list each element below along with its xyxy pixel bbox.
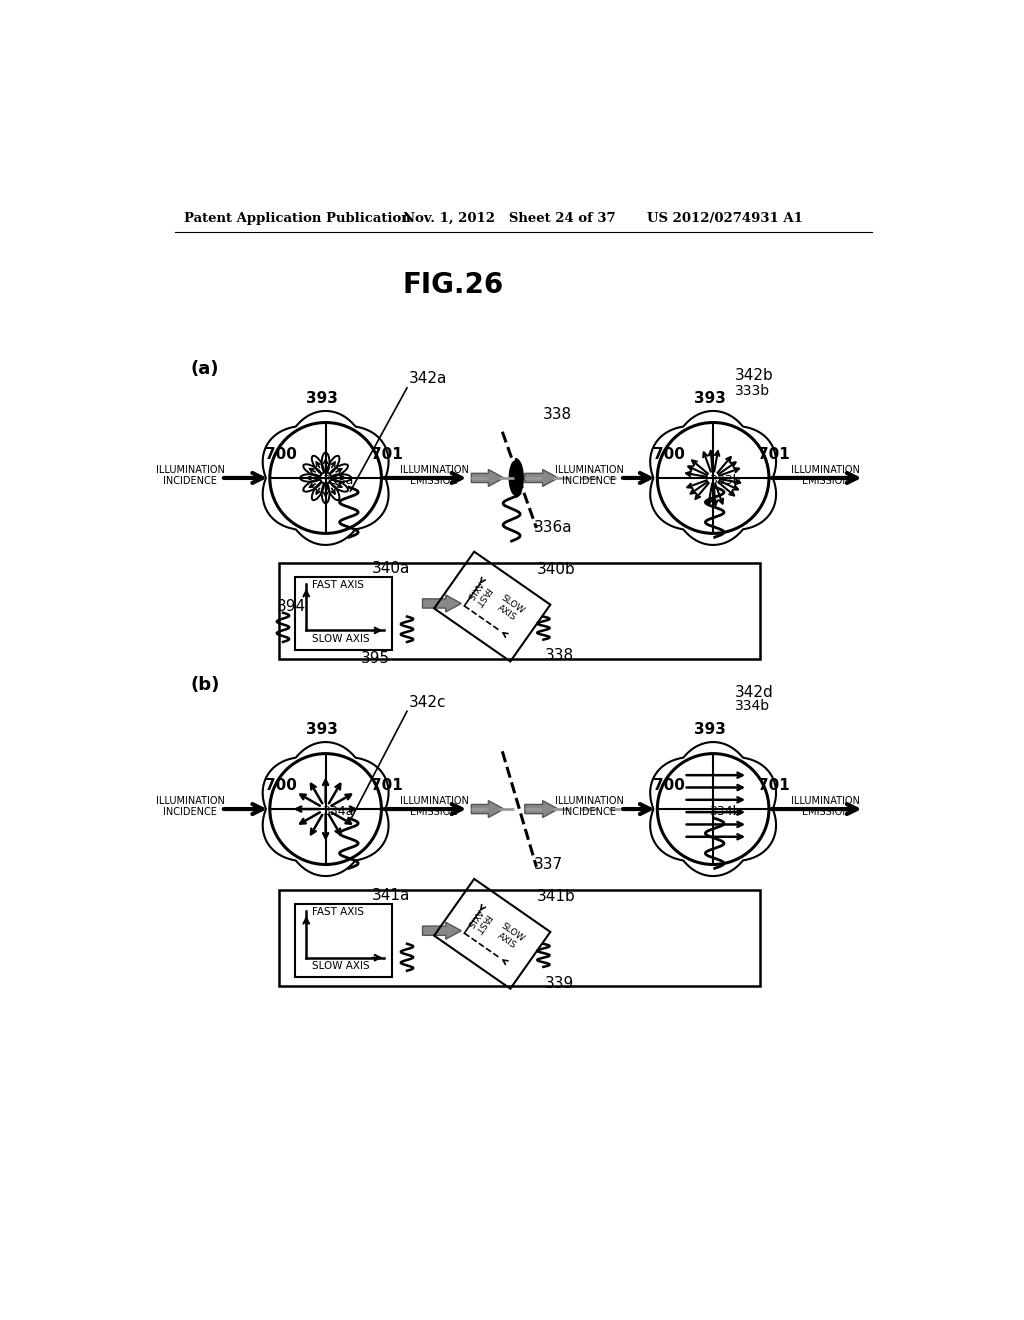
Text: 395: 395 <box>360 651 389 665</box>
Polygon shape <box>524 800 558 817</box>
Text: ILLUMINATION
EMISSION: ILLUMINATION EMISSION <box>399 465 469 486</box>
Text: 337: 337 <box>534 857 562 873</box>
Text: 338: 338 <box>545 648 574 664</box>
Polygon shape <box>471 800 504 817</box>
Bar <box>295 577 391 649</box>
Text: 333b: 333b <box>735 384 770 397</box>
Text: 336a: 336a <box>534 520 572 535</box>
Text: 340b: 340b <box>538 562 575 577</box>
Text: 342b: 342b <box>735 368 773 383</box>
Text: FAST
AXIS: FAST AXIS <box>464 906 493 935</box>
Text: 334a: 334a <box>322 805 353 818</box>
Text: 341a: 341a <box>372 888 411 903</box>
Text: (b): (b) <box>190 676 219 694</box>
Text: 340a: 340a <box>372 561 411 576</box>
Text: Nov. 1, 2012   Sheet 24 of 37: Nov. 1, 2012 Sheet 24 of 37 <box>403 211 615 224</box>
Text: FIG.26: FIG.26 <box>402 271 504 300</box>
Text: 338: 338 <box>543 407 571 421</box>
Text: ILLUMINATION
INCIDENCE: ILLUMINATION INCIDENCE <box>555 465 624 486</box>
Polygon shape <box>524 470 558 487</box>
Text: 333b: 333b <box>710 474 740 487</box>
Text: 701: 701 <box>758 777 790 793</box>
Text: 393: 393 <box>306 391 338 407</box>
Text: ILLUMINATION
INCIDENCE: ILLUMINATION INCIDENCE <box>156 796 224 817</box>
Text: 393: 393 <box>693 722 726 738</box>
Text: ILLUMINATION
EMISSION: ILLUMINATION EMISSION <box>792 796 860 817</box>
Text: 393: 393 <box>306 722 338 738</box>
Bar <box>280 562 760 659</box>
Text: 394: 394 <box>276 599 306 614</box>
Text: SLOW AXIS: SLOW AXIS <box>311 634 370 644</box>
Text: FAST AXIS: FAST AXIS <box>311 579 364 590</box>
Text: 393: 393 <box>693 391 726 407</box>
Text: 334b: 334b <box>710 805 740 818</box>
Text: 342c: 342c <box>409 694 446 710</box>
Text: 341b: 341b <box>538 890 575 904</box>
Text: 333a: 333a <box>322 474 353 487</box>
Polygon shape <box>423 595 461 612</box>
Text: 339: 339 <box>545 975 574 991</box>
Bar <box>280 890 760 986</box>
Text: (a): (a) <box>190 360 218 378</box>
Text: 334b: 334b <box>735 700 770 714</box>
Text: SLOW
AXIS: SLOW AXIS <box>494 594 526 624</box>
Text: ILLUMINATION
INCIDENCE: ILLUMINATION INCIDENCE <box>555 796 624 817</box>
Text: 700: 700 <box>652 446 685 462</box>
Text: 701: 701 <box>758 446 790 462</box>
Text: 700: 700 <box>265 777 297 793</box>
Text: 342d: 342d <box>735 685 773 701</box>
Text: ILLUMINATION
EMISSION: ILLUMINATION EMISSION <box>792 465 860 486</box>
Text: FAST
AXIS: FAST AXIS <box>464 579 493 607</box>
Text: 700: 700 <box>265 446 297 462</box>
Text: SLOW
AXIS: SLOW AXIS <box>494 921 526 952</box>
Text: ILLUMINATION
EMISSION: ILLUMINATION EMISSION <box>399 796 469 817</box>
Text: SLOW AXIS: SLOW AXIS <box>311 961 370 972</box>
Text: 701: 701 <box>371 446 402 462</box>
Polygon shape <box>423 923 461 940</box>
Text: 700: 700 <box>652 777 685 793</box>
Text: US 2012/0274931 A1: US 2012/0274931 A1 <box>647 211 803 224</box>
Bar <box>295 904 391 977</box>
Polygon shape <box>509 461 515 495</box>
Polygon shape <box>471 470 504 487</box>
Text: ILLUMINATION
INCIDENCE: ILLUMINATION INCIDENCE <box>156 465 224 486</box>
Text: Patent Application Publication: Patent Application Publication <box>183 211 411 224</box>
Polygon shape <box>515 459 523 498</box>
Text: FAST AXIS: FAST AXIS <box>311 907 364 917</box>
Text: 701: 701 <box>371 777 402 793</box>
Text: 342a: 342a <box>409 371 446 387</box>
